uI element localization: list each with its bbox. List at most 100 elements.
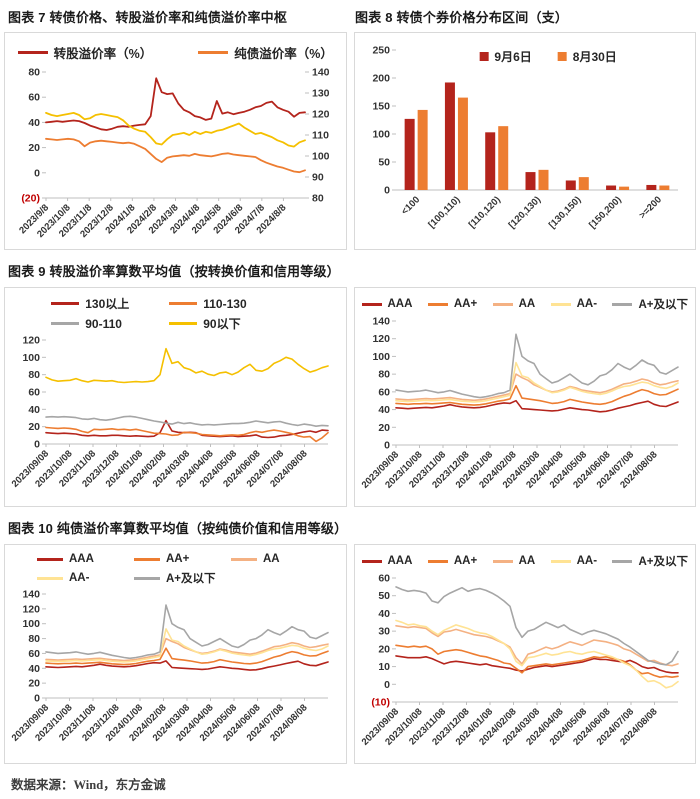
legend-item: 8月30日 <box>557 48 617 65</box>
axis-tick-label: 50 <box>378 157 390 169</box>
axis-tick-label: 20 <box>28 142 40 154</box>
chart10_left-plot: 1401201008060402002023/09/082023/10/0820… <box>10 589 329 744</box>
axis-tick-label: 60 <box>28 92 40 104</box>
chart9-right-panel: AAA AA+ AA AA- A+及以下 140 120 100 80 60 40 20 0 2023/0… <box>353 287 696 507</box>
legend-item: AAA <box>361 555 412 567</box>
bar <box>645 184 656 190</box>
legend-swatch-icon <box>231 557 257 561</box>
series-line <box>45 647 329 666</box>
axis-tick-label: 20 <box>28 421 40 433</box>
chart10-left-panel: AAA AA+ AA AA- A+及以下 140 120 100 80 60 40 20 0 2023/0… <box>4 544 347 764</box>
chart7-title: 图表 7 转债价格、转股溢价率和纯债溢价率中枢 <box>8 10 288 25</box>
series-line <box>394 333 679 399</box>
chart9_left-legend: 130以上 110-130 90-110 90以下 <box>51 295 299 332</box>
data-source: 数据来源：Wind，东方金诚 <box>11 778 166 792</box>
bar <box>565 180 576 190</box>
axis-tick-label: 20 <box>378 643 390 655</box>
series-line <box>394 624 679 667</box>
legend-label: AA+ <box>453 555 478 567</box>
axis-tick-label: 120 <box>312 109 330 121</box>
legend-item: AAA <box>37 553 134 565</box>
series-line <box>394 619 679 689</box>
legend-item: 转股溢价率（%） <box>17 43 152 62</box>
row1-titles: 图表 7 转债价格、转股溢价率和纯债溢价率中枢 图表 8 转债个券价格分布区间（… <box>3 4 697 32</box>
axis-tick-label: 40 <box>378 608 390 620</box>
row2-charts: 130以上 110-130 90-110 90以下 120 100 80 60 40 20 0 202… <box>3 287 697 507</box>
x-axis-label: >=200 <box>637 194 664 221</box>
legend-label: AA+ <box>166 553 190 565</box>
chart10-title: 图表 10 纯债溢价率算数平均值（按纯债价值和信用等级） <box>8 521 348 536</box>
bar <box>444 82 455 190</box>
series-line <box>45 637 329 662</box>
legend-label: AA+ <box>453 298 478 310</box>
legend-item: AA+ <box>427 298 478 310</box>
legend-swatch-icon <box>492 559 513 563</box>
legend-item: 9月6日 <box>479 48 532 65</box>
legend-swatch-icon <box>51 322 80 325</box>
axis-tick-label: 30 <box>378 626 390 638</box>
axis-tick-label: 140 <box>372 316 390 328</box>
axis-tick-label: 40 <box>28 663 40 675</box>
series-line <box>394 586 679 666</box>
series-line <box>394 399 679 413</box>
axis-tick-label: 0 <box>384 679 390 691</box>
bar <box>618 186 629 190</box>
axis-tick-label: 120 <box>22 603 40 615</box>
series-line <box>45 426 329 443</box>
legend-swatch-icon <box>37 557 63 561</box>
axis-tick-label: 0 <box>34 439 40 451</box>
chart9_right-plot: 1401201008060402002023/09/082023/10/0820… <box>359 316 679 491</box>
legend-label: AA- <box>576 555 598 567</box>
axis-tick-label: 140 <box>312 67 330 79</box>
legend-item: AA- <box>550 555 598 567</box>
legend-swatch-icon <box>612 559 633 563</box>
legend-swatch-icon <box>198 51 229 54</box>
axis-tick-label: 80 <box>28 67 40 79</box>
axis-tick-label: 100 <box>372 129 390 141</box>
legend-swatch-icon <box>169 302 198 305</box>
axis-tick-label: 110 <box>312 130 329 142</box>
chart10-right-panel: AAA AA+ AA AA- A+及以下 60 50 40 30 20 10 0 (10) 2023/09… <box>353 544 696 764</box>
bar <box>497 126 508 190</box>
axis-tick-label: 80 <box>28 633 40 645</box>
legend-swatch-icon <box>134 557 160 561</box>
x-axis-label: <100 <box>399 194 422 217</box>
chart10_right-plot: 6050403020100(10)2023/09/082023/10/08202… <box>359 573 679 748</box>
legend-item: 90以下 <box>169 315 287 332</box>
legend-label: 90-110 <box>85 316 122 331</box>
series-line <box>394 655 679 674</box>
axis-tick-label: 40 <box>28 404 40 416</box>
chart9-left-panel: 130以上 110-130 90-110 90以下 120 100 80 60 40 20 0 202… <box>4 287 347 507</box>
bar <box>417 109 428 190</box>
axis-tick-label: 120 <box>372 333 390 345</box>
legend-swatch-icon <box>557 52 567 61</box>
legend-label: 110-130 <box>203 296 247 311</box>
axis-tick-label: 80 <box>378 369 390 381</box>
chart9_right-legend: AAA AA+ AA AA- A+及以下 <box>359 293 692 313</box>
chart8-panel: 9月6日 8月30日 250 200 150 100 50 0 <100 [100,110) [11… <box>353 32 696 250</box>
series-line <box>45 604 329 660</box>
legend-item: AA <box>492 555 535 567</box>
axis-tick-label: 150 <box>372 101 390 113</box>
series-line <box>45 77 306 131</box>
axis-tick-label: 60 <box>28 648 40 660</box>
axis-tick-label: (20) <box>21 193 40 205</box>
legend-item: AA+ <box>134 553 231 565</box>
axis-tick-label: 200 <box>372 73 390 85</box>
legend-label: AAA <box>387 298 413 310</box>
axis-tick-label: 60 <box>28 387 40 399</box>
chart8-title: 图表 8 转债个券价格分布区间（支） <box>355 10 569 25</box>
axis-tick-label: 40 <box>378 404 390 416</box>
legend-swatch-icon <box>51 302 80 305</box>
series-line <box>45 137 306 174</box>
legend-swatch-icon <box>479 52 489 61</box>
legend-item: A+及以下 <box>612 296 688 312</box>
axis-tick-label: 0 <box>384 185 390 197</box>
bar <box>484 132 495 190</box>
bar <box>404 118 415 190</box>
axis-tick-label: 100 <box>312 151 330 163</box>
axis-tick-label: 140 <box>22 589 40 601</box>
x-axis-label: [150,200) <box>587 194 624 231</box>
legend-swatch-icon <box>17 51 48 54</box>
